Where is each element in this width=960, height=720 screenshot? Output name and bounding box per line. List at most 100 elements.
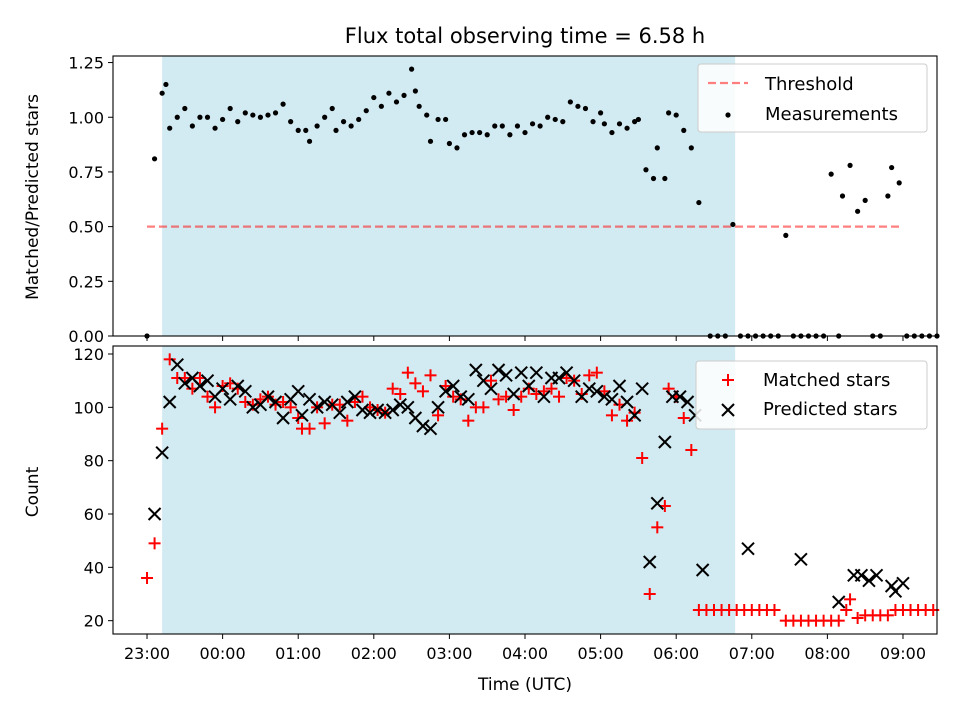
matched-stars-point xyxy=(507,404,520,416)
measurement-point xyxy=(847,162,853,168)
measurement-point xyxy=(303,127,309,133)
measurement-point xyxy=(522,129,528,136)
measurement-point xyxy=(666,110,672,116)
predicted-stars-point xyxy=(514,365,528,380)
predicted-stars-point xyxy=(862,573,876,588)
measurement-point xyxy=(567,99,573,105)
measurement-point xyxy=(280,101,286,107)
measurement-point xyxy=(507,132,513,138)
measurement-point xyxy=(265,112,271,118)
predicted-stars-point xyxy=(499,368,513,383)
matched-stars-point xyxy=(432,409,445,422)
observing-span-shade xyxy=(162,56,736,336)
matched-stars-point xyxy=(209,401,222,414)
predicted-stars-point xyxy=(416,419,430,433)
measurement-point xyxy=(348,123,354,129)
predicted-stars-point xyxy=(582,381,596,396)
x-tick-label: 00:00 xyxy=(200,644,246,663)
bottom-y-axis-label: Count xyxy=(23,466,43,517)
measurement-point xyxy=(242,110,248,116)
measurement-point xyxy=(492,123,498,129)
x-tick-label: 05:00 xyxy=(578,644,624,663)
measurement-point xyxy=(235,119,241,125)
measurement-point xyxy=(730,221,736,228)
bottom-legend-box xyxy=(695,360,928,430)
matched-stars-point xyxy=(545,382,558,395)
measurement-point xyxy=(378,103,384,109)
measurement-point xyxy=(662,175,668,182)
predicted-stars-point xyxy=(438,384,453,399)
matched-stars-point xyxy=(141,572,154,584)
y-tick-label: 0.25 xyxy=(68,272,104,291)
measurement-point xyxy=(288,119,294,125)
bottom-panel: 20 40 60 80 100 120 23:00 00:00 01:00 02:00 03:00… xyxy=(23,345,940,695)
measurement-point xyxy=(435,116,441,123)
matched-stars-point xyxy=(201,390,214,403)
matched-stars-point xyxy=(409,377,422,390)
x-tick-label: 03:00 xyxy=(426,644,472,663)
predicted-stars-point xyxy=(673,389,687,404)
matched-stars-point xyxy=(605,409,618,422)
measurement-point xyxy=(552,116,558,123)
predicted-stars-point xyxy=(506,387,521,401)
bottom-panel-frame xyxy=(112,345,938,635)
predicted-stars-point xyxy=(370,403,385,417)
predicted-stars-point xyxy=(454,389,468,404)
y-tick-label: 1.25 xyxy=(68,54,104,73)
predicted-stars-point xyxy=(378,405,392,420)
matched-stars-point xyxy=(590,366,603,379)
measurement-point xyxy=(250,112,256,118)
measurement-point xyxy=(416,103,422,109)
measurement-point xyxy=(499,123,505,129)
matched-stars-point xyxy=(768,604,781,616)
measurement-point xyxy=(427,138,434,144)
predicted-stars-point xyxy=(794,552,808,567)
y-tick-label: 20 xyxy=(84,612,104,631)
matched-stars-point xyxy=(636,452,649,464)
measurement-point xyxy=(197,114,203,120)
matched-stars-point xyxy=(477,401,490,414)
measurement-point xyxy=(295,127,301,133)
x-tick-label: 06:00 xyxy=(653,644,699,663)
measurement-point xyxy=(212,125,218,131)
measurement-point xyxy=(828,171,834,177)
measurement-point xyxy=(340,119,347,125)
matched-stars-point xyxy=(484,374,497,387)
legend-matched-label: Matched stars xyxy=(763,370,890,391)
predicted-stars-point xyxy=(446,379,460,393)
matched-stars-point xyxy=(881,609,894,622)
measurement-point xyxy=(401,92,407,98)
predicted-stars-point xyxy=(170,357,184,372)
matched-stars-point xyxy=(148,537,161,550)
predicted-stars-point xyxy=(155,445,169,460)
predicted-stars-point xyxy=(193,379,207,393)
predicted-stars-point xyxy=(340,395,355,409)
matched-stars-point xyxy=(844,593,857,606)
y-tick-label: 40 xyxy=(84,558,104,577)
x-tick-label: 01:00 xyxy=(275,644,321,663)
predicted-stars-point xyxy=(333,405,347,420)
measurement-point xyxy=(371,94,377,101)
measurement-point xyxy=(446,140,453,147)
matched-stars-point xyxy=(685,444,698,456)
predicted-stars-point xyxy=(896,576,910,591)
predicted-stars-point xyxy=(363,405,377,420)
matched-stars-point xyxy=(318,417,331,430)
x-tick-label: 04:00 xyxy=(502,644,548,663)
predicted-stars-point xyxy=(484,381,498,396)
predicted-stars-point xyxy=(385,403,400,417)
predicted-stars-point xyxy=(461,392,476,407)
matched-stars-point xyxy=(621,414,634,427)
y-tick-label: 1.00 xyxy=(68,108,104,127)
measurement-point xyxy=(412,88,418,94)
legend-predicted-label: Predicted stars xyxy=(763,399,897,420)
predicted-stars-point xyxy=(469,363,483,377)
legend-measurements-swatch xyxy=(725,112,731,118)
matched-stars-point xyxy=(386,382,399,395)
top-panel-frame xyxy=(112,55,938,337)
y-tick-label: 60 xyxy=(84,505,104,524)
measurement-point xyxy=(174,114,180,120)
x-tick-label: 23:00 xyxy=(124,644,170,663)
predicted-stars-point xyxy=(162,395,177,409)
